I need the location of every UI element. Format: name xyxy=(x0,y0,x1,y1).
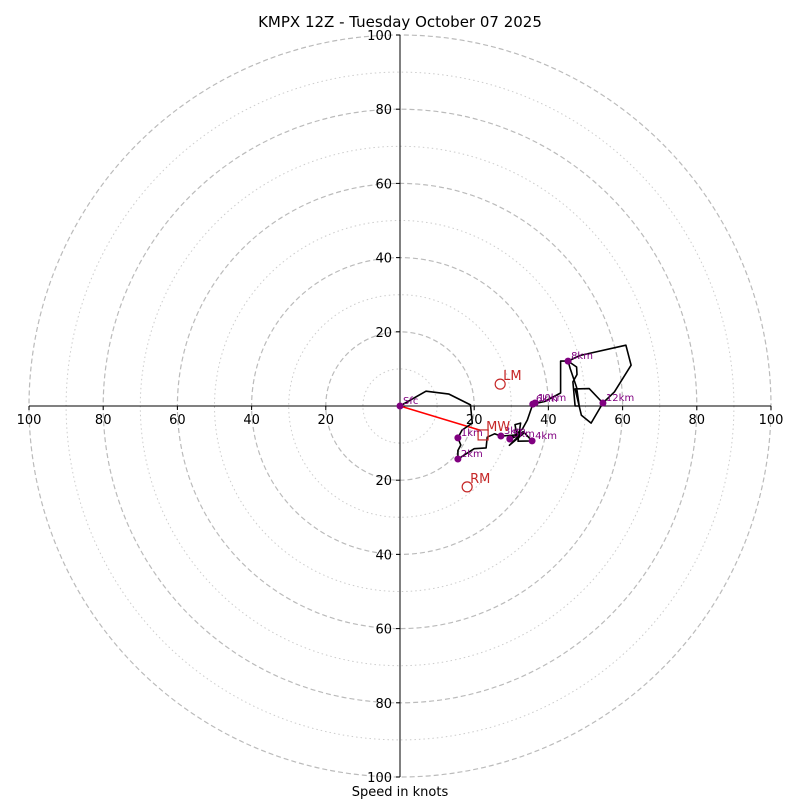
height-marker-label: 12km xyxy=(606,393,634,404)
hodograph-line xyxy=(399,344,632,460)
x-tick-label: 100 xyxy=(17,413,42,428)
y-tick-label: 80 xyxy=(375,103,392,118)
storm-motion-label: RM xyxy=(470,472,490,487)
height-marker-point xyxy=(497,432,505,440)
height-marker-point xyxy=(528,437,536,445)
mean-wind-marker xyxy=(477,429,489,441)
height-marker-point xyxy=(531,399,539,407)
height-marker-label: 10km xyxy=(538,393,566,404)
height-marker-label: 4km xyxy=(535,431,557,442)
height-marker-point xyxy=(454,455,462,463)
x-tick-label: 60 xyxy=(169,413,186,428)
height-marker-label: 5km xyxy=(513,429,535,440)
y-tick-label: 80 xyxy=(375,697,392,712)
y-tick-label: 40 xyxy=(375,548,392,563)
storm-motion-label: MW xyxy=(486,420,510,435)
y-tick-label: 20 xyxy=(375,474,392,489)
x-tick-label: 80 xyxy=(689,413,706,428)
height-marker-point xyxy=(396,402,404,410)
storm-motion-label: LM xyxy=(503,369,521,384)
height-marker-label: 3km xyxy=(504,426,526,437)
x-tick-label: 40 xyxy=(243,413,260,428)
height-marker-label: 1km xyxy=(461,428,483,439)
x-tick-label: 40 xyxy=(540,413,557,428)
height-marker-point xyxy=(599,399,607,407)
storm-motion-marker xyxy=(494,378,506,390)
x-tick-label: 80 xyxy=(95,413,112,428)
hodograph-series xyxy=(399,344,632,460)
height-marker-point xyxy=(564,357,572,365)
x-tick-label: 60 xyxy=(614,413,631,428)
y-tick-label: 60 xyxy=(375,623,392,638)
height-marker-point xyxy=(454,434,462,442)
y-tick-label: 40 xyxy=(375,252,392,267)
y-tick-label: 100 xyxy=(367,771,392,786)
x-axis-label: Speed in knots xyxy=(352,785,449,800)
height-marker-label: 6km xyxy=(536,394,558,405)
height-marker-label: Sfc xyxy=(403,396,418,407)
y-tick-label: 60 xyxy=(375,177,392,192)
y-tick-label: 100 xyxy=(367,29,392,44)
tick-labels: 100 80 60 40 20 20 40 60 80 100204060801002040608… xyxy=(17,29,784,786)
height-marker-label: 2km xyxy=(461,449,483,460)
x-tick-label: 20 xyxy=(318,413,335,428)
storm-motion-markers: LM RM MW xyxy=(461,369,522,493)
height-marker-label: 8km xyxy=(571,351,593,362)
chart-title: KMPX 12Z - Tuesday October 07 2025 xyxy=(258,13,542,31)
x-tick-label: 100 xyxy=(759,413,784,428)
storm-motion-marker xyxy=(461,481,473,493)
height-marker-point xyxy=(506,435,514,443)
y-tick-label: 20 xyxy=(375,326,392,341)
